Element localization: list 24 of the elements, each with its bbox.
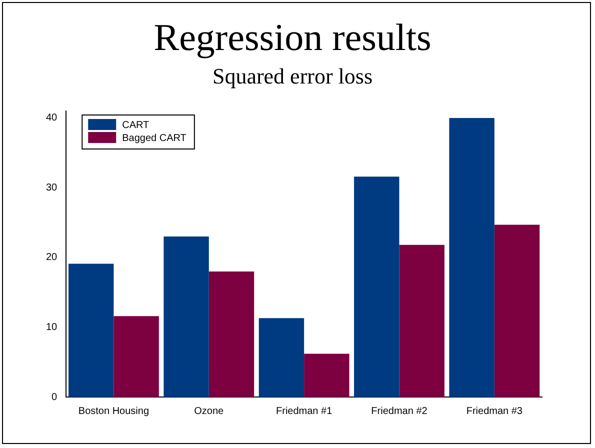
x-tick-label: Friedman #2 [371, 406, 428, 417]
x-tick-label: Friedman #1 [276, 406, 333, 417]
bar [258, 318, 304, 397]
x-tick-label: Ozone [194, 406, 224, 417]
y-tick-label: 10 [46, 322, 58, 333]
y-tick-label: 30 [46, 182, 58, 194]
legend-label: CART [122, 120, 150, 131]
y-tick-label: 40 [46, 112, 58, 124]
chart-subtitle: Squared error loss [212, 64, 373, 89]
bar [354, 176, 400, 397]
chart-title: Regression results [154, 16, 432, 59]
bar [68, 264, 114, 397]
bar [304, 354, 350, 397]
bar [114, 316, 159, 397]
y-tick-label: 20 [46, 252, 58, 264]
bar [164, 236, 209, 397]
x-tick-label: Boston Housing [78, 406, 150, 417]
legend-label: Bagged CART [122, 132, 186, 144]
bar [208, 271, 254, 397]
x-tick-label: Friedman #3 [466, 406, 523, 417]
y-tick-label: 0 [52, 392, 58, 403]
bar [449, 118, 494, 397]
bar [399, 244, 444, 397]
bar [494, 224, 540, 397]
